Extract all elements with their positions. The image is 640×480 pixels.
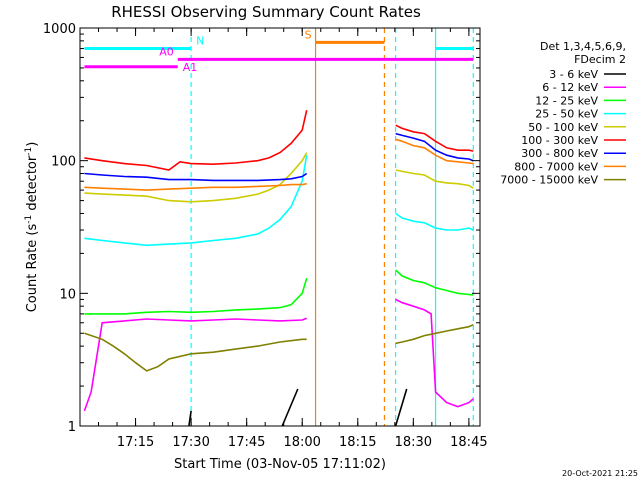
y-axis-label: Count Rate (s-1 detector-1) <box>24 142 40 313</box>
legend-label: 12 - 25 keV <box>535 94 598 107</box>
x-tick-label: 18:00 <box>283 435 320 450</box>
x-tick-label: 17:15 <box>117 435 154 450</box>
series-line <box>84 277 308 315</box>
legend-label: 3 - 6 keV <box>549 68 598 81</box>
x-tick-label: 18:15 <box>339 435 376 450</box>
y-tick-label: 100 <box>51 155 76 170</box>
series-line <box>395 298 474 408</box>
series-line <box>395 323 474 345</box>
chart-title: RHESSI Observing Summary Count Rates <box>111 3 421 21</box>
flag-label: S <box>305 28 312 41</box>
legend-label: 6 - 12 keV <box>542 81 598 94</box>
series-line <box>395 269 474 296</box>
plot-frame <box>79 27 481 427</box>
legend-label: 7000 - 15000 keV <box>500 174 598 187</box>
legend-header-line: FDecim 2 <box>574 53 626 66</box>
y-axis-label-part: ) <box>25 142 40 147</box>
x-axis-label: Start Time (03-Nov-05 17:11:02) <box>174 457 386 472</box>
series-line <box>83 317 307 412</box>
legend-header-line: Det 1,3,4,5,6,9, <box>540 40 626 53</box>
flag-label: A0 <box>159 45 174 58</box>
series-line <box>84 152 308 203</box>
series-line <box>395 124 474 152</box>
y-axis: 1 10 100 1000 <box>43 22 480 435</box>
series-line <box>84 155 308 247</box>
y-axis-label-sup: -1 <box>24 215 34 224</box>
x-tick-label: 18:45 <box>450 435 487 450</box>
legend-label: 800 - 7000 keV <box>514 160 598 173</box>
series-line <box>84 172 308 182</box>
legend-label: 100 - 300 keV <box>521 134 598 147</box>
y-axis-label-sup: -1 <box>24 147 34 156</box>
series-line <box>395 132 474 162</box>
y-tick-label: 1 <box>68 420 76 435</box>
x-tick-label: 17:45 <box>228 435 265 450</box>
legend-label: 300 - 800 keV <box>521 147 598 160</box>
legend-label: 50 - 100 keV <box>528 121 598 134</box>
plot-area: N S A0 A1 <box>83 28 474 427</box>
series-line <box>84 110 308 171</box>
series-line <box>395 212 474 231</box>
series-line <box>84 332 307 372</box>
x-tick-label: 18:30 <box>395 435 432 450</box>
series-line <box>395 169 474 189</box>
y-axis-label-part: Count Rate (s <box>25 224 40 313</box>
timestamp: 20-Oct-2021 21:25 <box>562 469 638 478</box>
series-line <box>394 388 408 427</box>
y-axis-label-part: detector <box>25 155 40 215</box>
legend-label: 25 - 50 keV <box>535 108 598 121</box>
flag-label: N <box>196 35 204 48</box>
series-line <box>188 410 192 427</box>
series-line <box>395 138 474 165</box>
y-tick-label: 10 <box>59 287 76 302</box>
x-tick-label: 17:30 <box>172 435 209 450</box>
flag-label: A1 <box>183 61 198 74</box>
y-tick-label: 1000 <box>43 22 76 37</box>
x-axis: 17:15 17:30 17:45 18:00 18:15 18:30 18:45 <box>79 28 488 450</box>
series-line <box>84 182 307 191</box>
series-line <box>281 388 299 427</box>
